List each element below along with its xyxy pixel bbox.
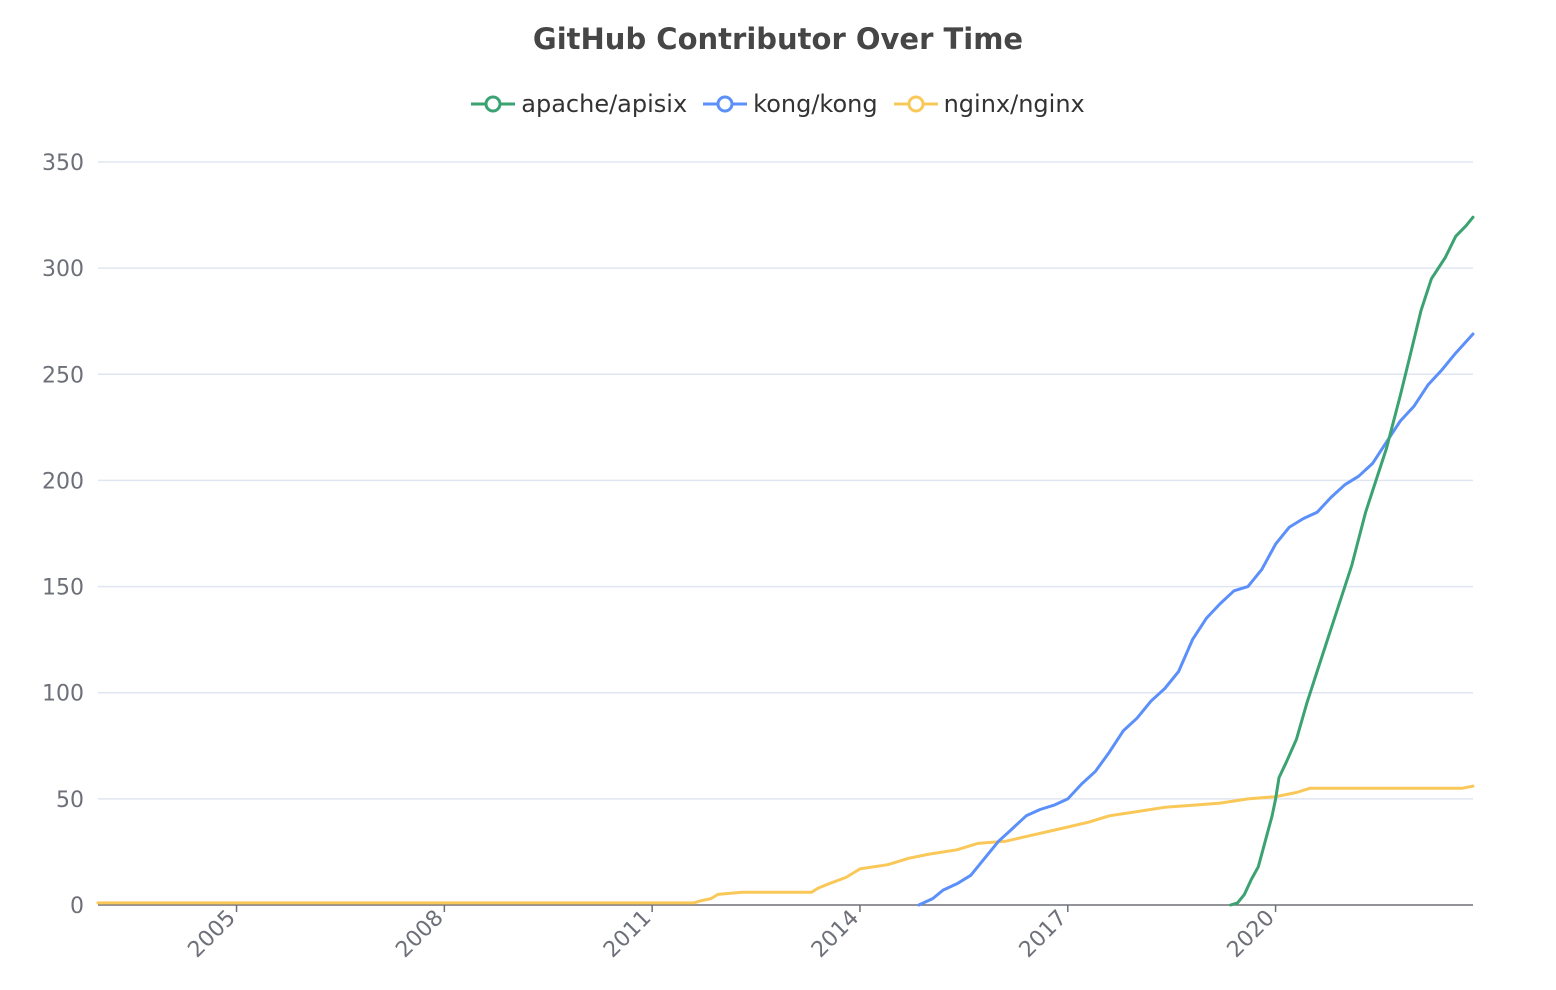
x-tick-label: 2017	[1015, 906, 1072, 963]
series-line-apache-apisix	[1229, 215, 1475, 907]
x-tick-label: 2020	[1223, 906, 1280, 963]
legend-label-kong: kong/kong	[753, 90, 878, 118]
y-tick-label: 350	[42, 151, 84, 176]
series-line-kong-kong	[917, 332, 1475, 907]
y-tick-label: 150	[42, 576, 84, 601]
chart-legend: apache/apisix kong/kong nginx/nginx	[0, 90, 1556, 118]
y-tick-label: 0	[70, 894, 84, 919]
y-tick-label: 50	[56, 788, 84, 813]
y-tick-label: 300	[42, 257, 84, 282]
y-tick-label: 100	[42, 682, 84, 707]
x-tick-label: 2011	[599, 906, 656, 963]
legend-label-apisix: apache/apisix	[521, 90, 688, 118]
x-tick-label: 2014	[807, 906, 864, 963]
y-tick-label: 250	[42, 363, 84, 388]
legend-swatch-nginx	[893, 95, 938, 113]
y-tick-label: 200	[42, 469, 84, 494]
x-tick-label: 2008	[391, 906, 448, 963]
legend-swatch-apisix	[471, 95, 516, 113]
chart-title: GitHub Contributor Over Time	[532, 22, 1024, 56]
legend-item-kong[interactable]: kong/kong	[703, 90, 878, 118]
legend-item-apisix[interactable]: apache/apisix	[471, 90, 687, 118]
series-line-nginx-nginx	[96, 784, 1475, 905]
legend-item-nginx[interactable]: nginx/nginx	[893, 90, 1085, 118]
legend-label-nginx: nginx/nginx	[943, 90, 1085, 118]
legend-swatch-kong	[703, 95, 748, 113]
x-tick-label: 2005	[184, 906, 241, 963]
